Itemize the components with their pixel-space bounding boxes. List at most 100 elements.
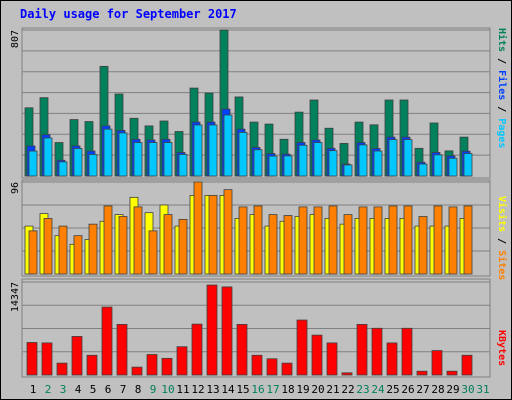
- panel1-ymax-label: 807: [10, 30, 21, 48]
- x-tick-label: 17: [266, 383, 279, 396]
- x-tick-label: 29: [446, 383, 459, 396]
- x-tick-label: 14: [221, 383, 235, 396]
- x-tick-label: 20: [311, 383, 324, 396]
- bar-pages: [313, 142, 323, 177]
- bar-sites: [163, 214, 173, 275]
- panel3-legend: KBytes: [496, 330, 507, 366]
- x-tick-label: 22: [341, 383, 354, 396]
- bar-sites: [193, 181, 203, 275]
- bar-sites: [238, 206, 248, 275]
- x-tick-label: 3: [60, 383, 67, 396]
- x-tick-label: 19: [296, 383, 309, 396]
- bar-pages: [73, 148, 83, 177]
- bar-pages: [118, 132, 128, 177]
- bar-kbytes: [26, 342, 38, 376]
- bar-sites: [253, 205, 263, 275]
- bar-sites: [103, 205, 113, 275]
- bar-pages: [133, 142, 143, 177]
- bar-sites: [373, 206, 383, 275]
- bar-sites: [418, 216, 428, 275]
- bar-pages: [343, 164, 353, 177]
- bar-sites: [88, 223, 98, 275]
- bar-pages: [328, 150, 338, 177]
- x-tick-label: 1: [30, 383, 37, 396]
- bar-sites: [463, 205, 473, 275]
- bar-pages: [208, 124, 218, 177]
- x-tick-label: 15: [236, 383, 249, 396]
- bar-sites: [58, 225, 68, 275]
- bar-sites: [223, 189, 233, 275]
- bar-pages: [43, 137, 53, 177]
- x-tick-label: 6: [105, 383, 112, 396]
- bar-kbytes: [446, 370, 458, 376]
- bar-pages: [358, 144, 368, 177]
- bar-pages: [253, 149, 263, 177]
- bar-sites: [178, 218, 188, 275]
- legend-kbytes: KBytes: [496, 330, 507, 366]
- x-tick-label: 12: [191, 383, 204, 396]
- bar-kbytes: [56, 362, 68, 376]
- bar-kbytes: [281, 362, 293, 376]
- bar-kbytes: [206, 284, 218, 376]
- bar-sites: [133, 206, 143, 275]
- x-tick-label: 13: [206, 383, 219, 396]
- bar-sites: [298, 206, 308, 275]
- bar-kbytes: [386, 342, 398, 376]
- x-tick-label: 10: [161, 383, 174, 396]
- legend-sites: Sites: [496, 250, 508, 280]
- bar-kbytes: [236, 324, 248, 376]
- x-tick-label: 27: [416, 383, 429, 396]
- bar-kbytes: [341, 372, 353, 376]
- x-tick-label: 30: [461, 383, 474, 396]
- bar-pages: [448, 157, 458, 177]
- bar-kbytes: [371, 327, 383, 376]
- bar-pages: [58, 161, 68, 177]
- bar-sites: [343, 214, 353, 275]
- bar-sites: [313, 206, 323, 275]
- x-tick-label: 11: [176, 383, 189, 396]
- bar-pages: [418, 163, 428, 177]
- bar-kbytes: [431, 350, 443, 376]
- bar-sites: [328, 205, 338, 275]
- bar-pages: [373, 150, 383, 177]
- bar-sites: [28, 230, 38, 275]
- bar-kbytes: [116, 324, 128, 376]
- x-tick-label: 24: [371, 383, 385, 396]
- bar-sites: [388, 205, 398, 275]
- bar-pages: [28, 150, 38, 177]
- bar-sites: [268, 214, 278, 275]
- bar-kbytes: [311, 334, 323, 376]
- bar-sites: [448, 206, 458, 275]
- bar-pages: [403, 139, 413, 177]
- bar-pages: [148, 142, 158, 177]
- bar-kbytes: [146, 354, 158, 376]
- bars-layer: [24, 29, 473, 376]
- bar-sites: [118, 216, 128, 275]
- bar-kbytes: [41, 342, 53, 376]
- bar-kbytes: [71, 336, 83, 376]
- legend-pages: Pages: [496, 118, 507, 148]
- bar-kbytes: [416, 370, 428, 376]
- bar-sites: [208, 195, 218, 275]
- x-tick-label: 7: [120, 383, 127, 396]
- x-tick-label: 31: [476, 383, 489, 396]
- bar-kbytes: [86, 354, 98, 376]
- bar-pages: [88, 154, 98, 177]
- x-tick-label: 18: [281, 383, 294, 396]
- bar-pages: [223, 114, 233, 177]
- bar-sites: [403, 205, 413, 275]
- bar-sites: [148, 230, 158, 275]
- panel2-legend: Visits / Sites: [496, 196, 508, 280]
- bar-pages: [103, 128, 113, 177]
- bar-pages: [238, 131, 248, 177]
- x-axis-labels: 1 2 3 4 5 6 7 8 9 10 11 12 13 14 15 16 17 18 19 20 21 22 23 24 2…: [30, 383, 490, 396]
- bar-pages: [178, 154, 188, 177]
- bar-sites: [433, 205, 443, 275]
- x-tick-label: 23: [356, 383, 369, 396]
- x-tick-label: 26: [401, 383, 414, 396]
- bar-sites: [283, 215, 293, 275]
- x-tick-label: 16: [251, 383, 264, 396]
- bar-kbytes: [266, 358, 278, 376]
- bar-pages: [193, 124, 203, 177]
- legend-sep-2: /: [496, 100, 507, 118]
